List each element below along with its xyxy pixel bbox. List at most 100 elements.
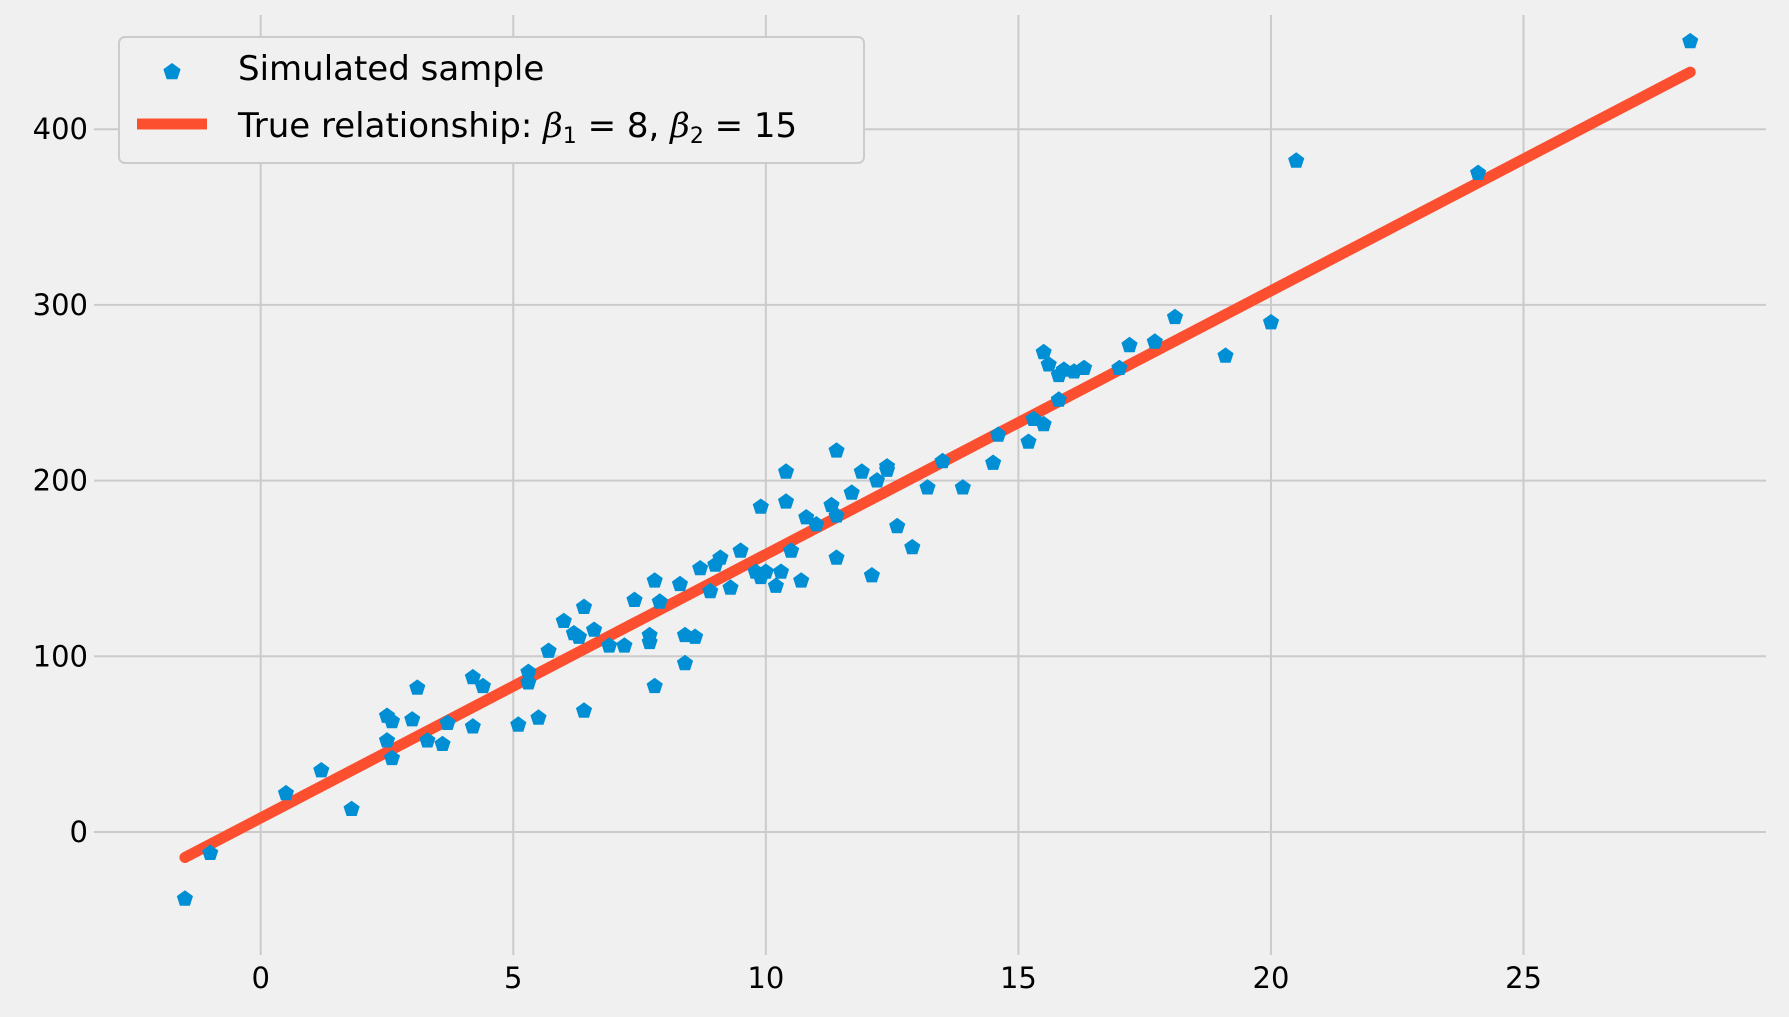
y-tick-label: 300	[33, 288, 88, 322]
scatter-point	[793, 572, 810, 588]
scatter-point	[464, 668, 481, 685]
scatter-point	[843, 484, 860, 500]
scatter-point	[530, 709, 547, 725]
scatter-point	[404, 711, 421, 727]
scatter-point	[419, 732, 436, 748]
scatter-point	[1050, 391, 1067, 407]
scatter-point	[671, 575, 688, 592]
scatter-point	[1111, 359, 1128, 375]
scatter-point	[954, 479, 971, 495]
scatter-point	[722, 579, 739, 595]
legend-line-prefix: True relationship:	[237, 106, 543, 146]
scatter-point	[1040, 356, 1057, 372]
scatter-point	[1020, 433, 1037, 449]
scatter-point	[889, 517, 906, 534]
x-tick-label: 0	[251, 961, 269, 995]
scatter-point	[919, 479, 936, 495]
scatter-point	[687, 628, 704, 644]
scatter-point	[383, 712, 401, 729]
scatter-point	[1262, 314, 1280, 330]
x-tick-label: 10	[747, 961, 784, 995]
scatter-point	[778, 493, 795, 509]
x-tick-label: 5	[504, 961, 522, 995]
scatter-point	[474, 677, 491, 694]
legend-box	[118, 36, 865, 164]
scatter-point	[176, 890, 193, 906]
legend-beta1-symbol: β	[541, 106, 563, 146]
scatter-point	[616, 637, 633, 653]
scatter-point	[1035, 343, 1052, 360]
scatter-point	[853, 463, 870, 479]
scatter-point	[1035, 415, 1052, 432]
tick-labels: 0 5 10 15 20 25 0 100 200 300 400	[33, 112, 1542, 995]
scatter-point	[555, 612, 572, 628]
legend-line-label: True relationship: β1 = 8, β2 = 15	[237, 106, 797, 149]
legend-beta2-sub: 2	[690, 124, 704, 149]
scatter-point	[651, 593, 668, 609]
scatter-point	[510, 716, 527, 732]
scatter-point	[712, 549, 729, 565]
scatter-point	[641, 633, 658, 650]
grid	[94, 15, 1766, 955]
scatter-point	[863, 567, 880, 583]
scatter-point	[1121, 336, 1138, 353]
scatter-point	[586, 621, 603, 637]
scatter-point	[778, 463, 795, 479]
scatter-point	[520, 663, 537, 679]
legend: Simulated sample True relationship: β1 =…	[118, 36, 865, 164]
scatter-layer	[176, 32, 1699, 906]
legend-scatter-marker	[163, 63, 181, 80]
scatter-point	[378, 732, 396, 748]
scatter-point	[409, 679, 426, 695]
scatter-point	[1682, 32, 1699, 49]
scatter-point	[277, 784, 294, 801]
scatter-point	[1288, 152, 1305, 168]
scatter-point	[1470, 164, 1487, 180]
scatter-point	[343, 800, 360, 816]
scatter-point	[1146, 333, 1163, 349]
scatter-point	[575, 702, 593, 718]
scatter-point	[828, 442, 845, 458]
y-tick-label: 100	[33, 639, 88, 673]
scatter-point	[1166, 308, 1184, 325]
scatter-point	[202, 844, 219, 860]
scatter-point	[985, 454, 1002, 470]
scatter-point	[904, 538, 921, 555]
scatter-point	[934, 452, 951, 469]
scatter-point	[1076, 359, 1093, 375]
scatter-point	[752, 498, 769, 514]
scatter-point	[383, 749, 401, 766]
scatter-point	[828, 549, 845, 565]
legend-scatter-label: Simulated sample	[238, 49, 544, 89]
y-tick-label: 0	[70, 815, 88, 849]
legend-beta1-text: = 8,	[577, 106, 670, 146]
scatter-point	[646, 572, 663, 588]
x-tick-label: 20	[1253, 961, 1290, 995]
x-tick-label: 25	[1505, 961, 1542, 995]
scatter-point	[540, 642, 557, 658]
legend-beta2-text: = 15	[704, 106, 797, 146]
scatter-point	[828, 507, 845, 523]
scatter-point	[757, 563, 774, 579]
scatter-point	[808, 516, 825, 532]
scatter-point	[772, 563, 790, 579]
legend-beta1-sub: 1	[563, 124, 577, 149]
scatter-point	[990, 426, 1007, 442]
y-tick-label: 200	[33, 464, 88, 498]
scatter-point	[626, 591, 643, 607]
scatter-point	[732, 542, 749, 558]
scatter-point	[439, 714, 456, 730]
scatter-point	[783, 542, 800, 558]
scatter-point	[702, 582, 719, 599]
scatter-point	[676, 654, 694, 671]
scatter-point	[767, 577, 784, 593]
legend-beta2-symbol: β	[668, 106, 690, 146]
scatter-point	[464, 718, 481, 734]
y-tick-label: 400	[33, 112, 88, 146]
scatter-point	[575, 598, 593, 614]
scatter-point	[1217, 347, 1234, 363]
x-tick-label: 15	[1000, 961, 1037, 995]
scatter-point	[879, 458, 896, 474]
